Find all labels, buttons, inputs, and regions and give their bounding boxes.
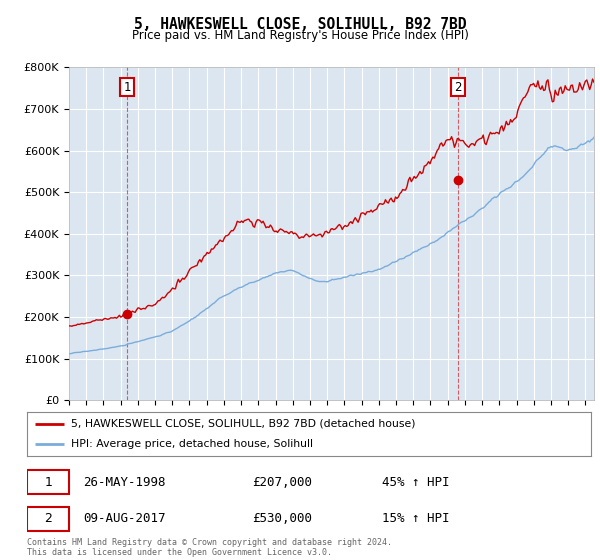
Text: 5, HAWKESWELL CLOSE, SOLIHULL, B92 7BD (detached house): 5, HAWKESWELL CLOSE, SOLIHULL, B92 7BD (… — [71, 419, 415, 429]
Text: 1: 1 — [44, 476, 52, 489]
Text: 5, HAWKESWELL CLOSE, SOLIHULL, B92 7BD: 5, HAWKESWELL CLOSE, SOLIHULL, B92 7BD — [134, 17, 466, 32]
Text: 15% ↑ HPI: 15% ↑ HPI — [382, 512, 450, 525]
Text: 09-AUG-2017: 09-AUG-2017 — [83, 512, 166, 525]
FancyBboxPatch shape — [27, 507, 70, 531]
Text: 45% ↑ HPI: 45% ↑ HPI — [382, 476, 450, 489]
Text: 2: 2 — [454, 81, 462, 94]
Text: £530,000: £530,000 — [253, 512, 313, 525]
Text: HPI: Average price, detached house, Solihull: HPI: Average price, detached house, Soli… — [71, 439, 313, 449]
Text: 2: 2 — [44, 512, 52, 525]
Text: Price paid vs. HM Land Registry's House Price Index (HPI): Price paid vs. HM Land Registry's House … — [131, 29, 469, 42]
Text: £207,000: £207,000 — [253, 476, 313, 489]
Text: 26-MAY-1998: 26-MAY-1998 — [83, 476, 166, 489]
FancyBboxPatch shape — [27, 470, 70, 494]
Text: 1: 1 — [124, 81, 131, 94]
Text: Contains HM Land Registry data © Crown copyright and database right 2024.
This d: Contains HM Land Registry data © Crown c… — [27, 538, 392, 557]
